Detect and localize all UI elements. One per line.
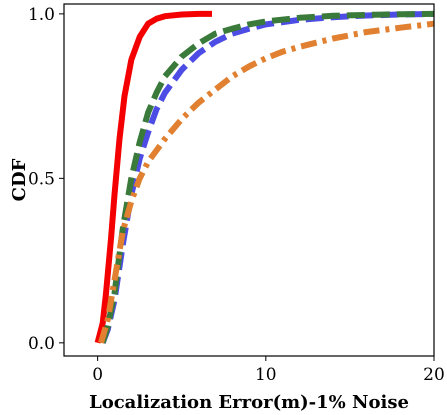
series-line-2 [99, 10, 435, 344]
plot-frame [63, 3, 435, 357]
series-line-4 [98, 20, 435, 344]
x-tick-label: 10 [255, 365, 277, 385]
x-tick-label: 20 [423, 365, 445, 385]
y-tick-label: 1.0 [28, 5, 55, 25]
axis-ticks: 0 10 20 0.0 0.5 1.0 [28, 5, 445, 385]
x-tick-label: 0 [92, 365, 103, 385]
y-tick-label: 0.5 [28, 169, 55, 189]
series-lines [94, 10, 435, 344]
x-axis-label: Localization Error(m)-1% Noise [89, 392, 409, 413]
series-line-1 [94, 10, 212, 344]
y-axis-label: CDF [9, 158, 30, 201]
series-line-3 [99, 10, 435, 344]
y-tick-label: 0.0 [28, 334, 55, 354]
